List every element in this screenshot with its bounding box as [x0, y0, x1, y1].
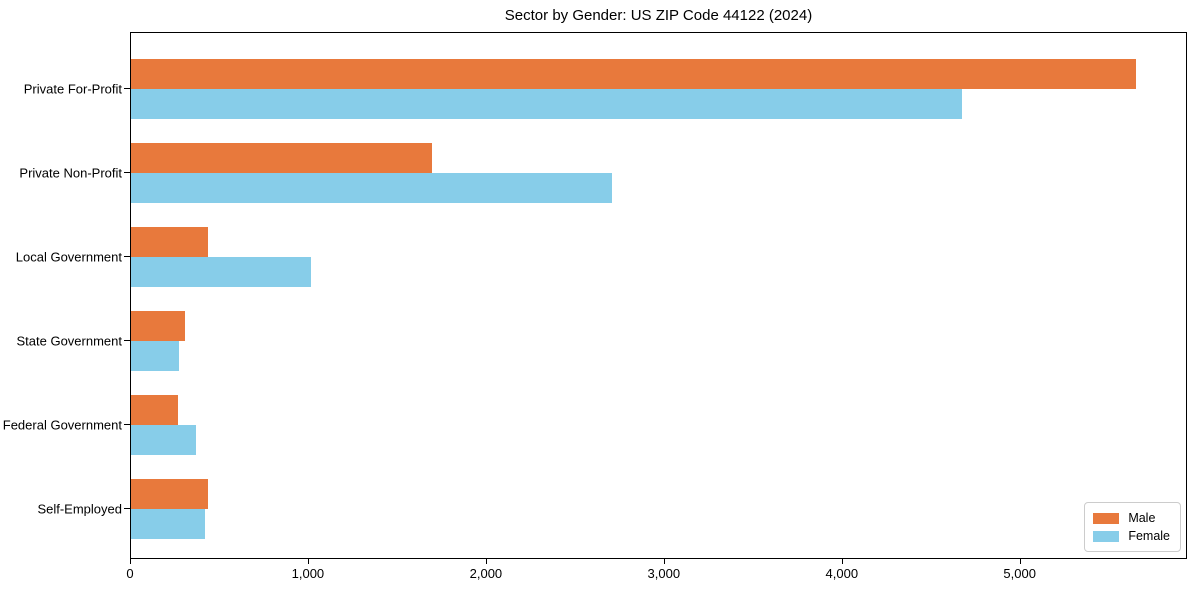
- x-tick-mark: [663, 559, 665, 564]
- y-axis-label-local-government: Local Government: [15, 249, 122, 265]
- bar-male-state-government: [131, 311, 186, 341]
- bar-female-federal-government: [131, 425, 196, 455]
- legend-label-male: Male: [1128, 511, 1156, 525]
- x-tick-mark: [485, 559, 487, 564]
- x-tick-label: 1,000: [291, 566, 325, 581]
- y-tick-mark: [124, 340, 130, 341]
- y-axis-label-state-government: State Government: [16, 333, 123, 349]
- chart-title: Sector by Gender: US ZIP Code 44122 (202…: [504, 7, 813, 24]
- y-tick-mark: [124, 256, 130, 257]
- y-axis-label-federal-government: Federal Government: [2, 417, 122, 433]
- legend-swatch-male: [1093, 512, 1120, 524]
- legend-label-female: Female: [1128, 529, 1170, 543]
- bar-female-private-non-profit: [131, 173, 612, 203]
- bar-male-private-non-profit: [131, 143, 432, 173]
- bar-female-private-for-profit: [131, 89, 962, 119]
- x-tick-label: 2,000: [469, 566, 503, 581]
- y-axis-label-private-non-profit: Private Non-Profit: [19, 165, 122, 181]
- legend-item-male: Male: [1093, 509, 1170, 527]
- y-tick-mark: [124, 508, 130, 509]
- x-tick-mark: [130, 559, 131, 564]
- bar-male-federal-government: [131, 395, 179, 425]
- y-axis-label-self-employed: Self-Employed: [37, 501, 122, 517]
- plot-area: Male Female: [130, 32, 1187, 559]
- bar-female-local-government: [131, 257, 311, 287]
- legend: Male Female: [1084, 502, 1181, 552]
- x-tick-label: 3,000: [647, 566, 681, 581]
- bar-male-private-for-profit: [131, 59, 1137, 89]
- y-tick-mark: [124, 88, 130, 89]
- y-tick-mark: [124, 172, 130, 173]
- y-axis-label-private-for-profit: Private For-Profit: [23, 81, 122, 97]
- x-tick-label: 0: [126, 566, 134, 581]
- legend-swatch-female: [1093, 530, 1120, 542]
- x-tick-mark: [841, 559, 843, 564]
- x-tick-mark: [307, 559, 309, 564]
- x-tick-label: 4,000: [825, 566, 859, 581]
- y-tick-mark: [124, 424, 130, 425]
- x-tick-label: 5,000: [1003, 566, 1036, 581]
- bar-female-self-employed: [131, 509, 205, 539]
- bar-female-state-government: [131, 341, 179, 371]
- x-tick-mark: [1019, 559, 1021, 564]
- legend-item-female: Female: [1093, 527, 1170, 545]
- bar-male-local-government: [131, 227, 208, 257]
- bar-male-self-employed: [131, 479, 208, 509]
